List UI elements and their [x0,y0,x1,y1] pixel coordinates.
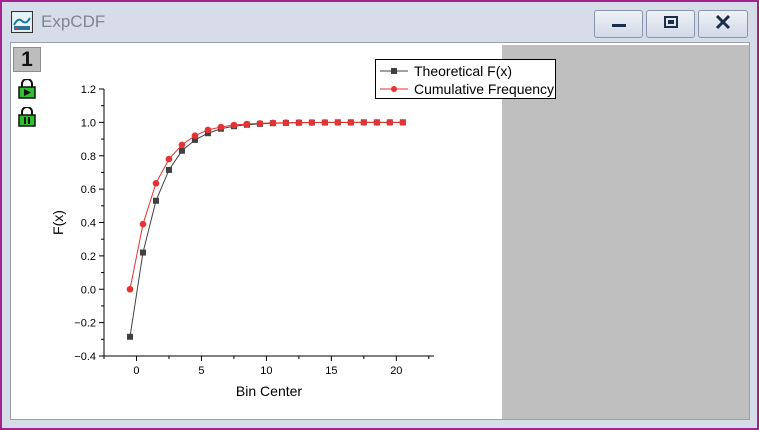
data-point-cumulative [360,119,368,126]
x-tick-label: 10 [260,365,272,377]
chart-legend[interactable]: Theoretical F(x) Cumulative Frequency [375,59,556,99]
data-point-cumulative [373,119,381,126]
y-tick-label: 0.6 [81,184,96,196]
data-point-cumulative [230,121,238,129]
legend-item-cumulative: Cumulative Frequency [380,80,554,98]
data-point-theoretical [126,333,133,340]
data-point-theoretical [204,130,211,137]
data-point-cumulative [139,220,147,228]
data-point-cumulative [282,119,290,127]
lock-play-icon[interactable] [18,78,36,99]
window-title: ExpCDF [41,12,106,31]
title-bar[interactable]: ExpCDF [2,2,757,40]
minimize-button[interactable] [594,10,643,38]
data-point-cumulative [399,119,407,126]
legend-item-theoretical: Theoretical F(x) [380,62,512,80]
graph-page[interactable]: 1 −0.4 −0.2 0.0 0.2 0.4 0.6 0.8 1.0 1.2 0 5 10 15 20 B… [10,42,750,420]
data-point-cumulative [204,126,212,134]
y-tick-label: 0.0 [81,284,96,296]
x-axis-label: Bin Center [236,383,302,399]
maximize-icon [663,15,679,34]
x-tick-label: 0 [133,365,139,377]
x-tick-label: 15 [325,365,337,377]
cdf-chart[interactable]: −0.4 −0.2 0.0 0.2 0.4 0.6 0.8 1.0 1.2 0 5 10 15 20 Bin… [11,43,501,419]
graph-app-icon[interactable] [11,11,33,33]
series-line-1 [129,121,403,290]
data-point-theoretical [165,166,172,173]
data-point-cumulative [165,155,173,163]
x-tick-label: 5 [198,365,204,377]
data-point-theoretical [139,249,146,256]
data-point-cumulative [217,123,225,131]
series-line-0 [129,121,403,337]
data-point-cumulative [191,132,199,140]
y-tick-label: 1.2 [81,84,96,96]
data-point-theoretical [178,147,185,154]
y-axis-label: F(x) [50,210,66,235]
data-point-cumulative [152,179,160,187]
lock-pause-icon[interactable] [18,106,36,127]
close-icon [714,14,732,35]
data-point-cumulative [243,120,251,128]
data-point-theoretical [191,136,198,143]
data-point-cumulative [334,119,342,126]
y-tick-label: 1.0 [81,117,96,129]
data-point-cumulative [321,119,329,126]
x-tick-label: 20 [390,365,402,377]
legend-label-theoretical: Theoretical F(x) [414,63,513,79]
y-tick-label: 0.8 [81,151,96,163]
data-point-cumulative [269,119,277,127]
close-button[interactable] [698,10,748,38]
page-background-gray [502,45,749,419]
data-point-cumulative [178,141,186,149]
data-point-cumulative [126,285,134,293]
data-point-cumulative [308,119,316,126]
y-tick-label: 0.2 [81,251,96,263]
data-point-cumulative [386,119,394,126]
y-tick-label: −0.4 [74,351,96,363]
layer-number-badge[interactable]: 1 [13,47,41,72]
data-point-cumulative [347,119,355,126]
maximize-button[interactable] [646,10,695,38]
data-point-theoretical [152,197,159,204]
minimize-icon [611,15,627,33]
y-tick-label: −0.2 [74,318,96,330]
legend-label-cumulative: Cumulative Frequency [414,81,555,97]
data-point-cumulative [295,119,303,126]
y-tick-label: 0.4 [81,218,96,230]
data-point-cumulative [256,120,264,127]
legend-circle-marker-icon [380,86,408,92]
legend-square-marker-icon [380,68,408,74]
